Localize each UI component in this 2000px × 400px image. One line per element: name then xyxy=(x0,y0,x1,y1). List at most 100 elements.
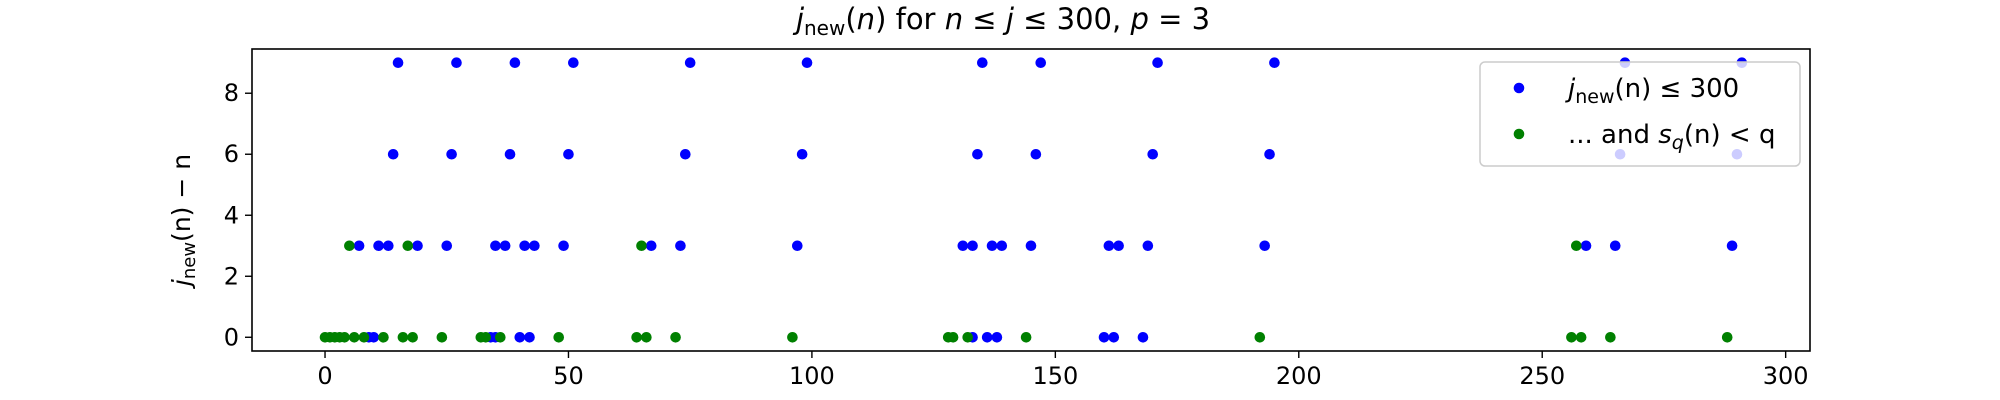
data-point-jnew xyxy=(499,240,511,252)
data-point-jnew xyxy=(680,148,691,160)
data-point-jnew xyxy=(353,240,365,252)
x-tick-label: 100 xyxy=(789,362,835,390)
data-point-jnew xyxy=(1108,331,1120,343)
y-tick-label: 8 xyxy=(224,79,239,107)
data-point-sq xyxy=(1566,331,1577,343)
data-point-jnew xyxy=(412,240,423,252)
data-point-jnew xyxy=(514,331,526,343)
data-point-jnew xyxy=(792,240,803,252)
data-point-sq xyxy=(1571,240,1582,252)
data-point-sq xyxy=(1605,331,1616,343)
data-point-sq xyxy=(631,331,642,343)
data-point-jnew xyxy=(1269,57,1280,69)
data-point-jnew xyxy=(451,57,462,69)
axis-ticks: 0 50 100 150 200 250 300 0 2 4 6 8 xyxy=(224,79,1809,390)
data-point-jnew xyxy=(1580,240,1592,252)
y-tick-label: 4 xyxy=(224,201,239,229)
data-point-jnew xyxy=(519,240,530,252)
data-point-sq xyxy=(397,331,409,343)
data-point-jnew xyxy=(441,240,453,252)
y-axis-label: jnew(n) − n xyxy=(167,154,200,289)
data-point-jnew xyxy=(558,240,569,252)
x-tick-label: 300 xyxy=(1763,362,1809,390)
data-point-jnew xyxy=(684,57,696,69)
data-point-jnew xyxy=(524,331,535,343)
plot-frame xyxy=(251,48,1811,352)
chart-title: jnew(n) for n ≤ j ≤ 300, p = 3 xyxy=(792,2,1210,40)
data-point-jnew xyxy=(1264,148,1275,160)
data-point-jnew xyxy=(967,240,978,252)
data-point-jnew xyxy=(977,57,988,69)
data-point-jnew xyxy=(986,240,998,252)
data-point-jnew xyxy=(801,57,813,69)
data-point-jnew xyxy=(368,331,380,343)
data-point-sq xyxy=(480,331,492,343)
legend-box xyxy=(1479,61,1801,167)
data-point-jnew xyxy=(504,148,516,160)
data-point-sq xyxy=(1020,331,1032,343)
data-point-jnew xyxy=(446,148,457,160)
data-point-jnew xyxy=(490,240,501,252)
data-point-jnew xyxy=(1098,331,1110,343)
data-point-jnew xyxy=(981,331,993,343)
data-point-jnew xyxy=(1137,331,1149,343)
data-point-jnew xyxy=(373,240,384,252)
data-point-jnew xyxy=(1152,57,1163,69)
data-point-sq xyxy=(670,331,681,343)
data-point-sq xyxy=(407,331,418,343)
data-point-jnew xyxy=(1103,240,1115,252)
data-point-sq xyxy=(641,331,652,343)
data-point-jnew xyxy=(392,57,404,69)
data-point-jnew xyxy=(675,240,686,252)
legend-marker-blue xyxy=(1513,82,1525,94)
data-point-sq xyxy=(553,331,565,343)
data-point-sq xyxy=(344,240,355,252)
data-point-sq xyxy=(378,331,389,343)
data-point-jnew xyxy=(529,240,540,252)
data-point-jnew xyxy=(1147,148,1159,160)
data-point-jnew xyxy=(996,240,1008,252)
legend-label-jnew: jnew(n) ≤ 300 xyxy=(1565,74,1739,108)
data-point-jnew xyxy=(1726,240,1738,252)
x-tick-label: 150 xyxy=(1032,362,1078,390)
data-point-jnew xyxy=(1035,57,1047,69)
x-tick-label: 50 xyxy=(553,362,584,390)
data-point-sq xyxy=(1575,331,1587,343)
data-point-jnew xyxy=(957,240,969,252)
legend-marker-green xyxy=(1513,128,1525,140)
data-point-jnew xyxy=(563,148,574,160)
data-point-jnew xyxy=(1142,240,1154,252)
svg-text:jnew(n) − n: jnew(n) − n xyxy=(167,154,200,289)
data-point-sq xyxy=(947,331,959,343)
data-point-jnew xyxy=(383,240,394,252)
data-point-jnew xyxy=(972,148,983,160)
data-point-jnew xyxy=(645,240,657,252)
data-point-sq xyxy=(348,331,360,343)
data-point-jnew xyxy=(1609,240,1621,252)
data-point-jnew xyxy=(1113,240,1124,252)
data-point-jnew xyxy=(1025,240,1037,252)
x-tick-label: 250 xyxy=(1519,362,1565,390)
x-tick-label: 0 xyxy=(317,362,332,390)
data-point-sq xyxy=(436,331,448,343)
data-point-sq xyxy=(402,240,414,252)
data-point-sq xyxy=(1721,331,1733,343)
data-point-jnew xyxy=(387,148,399,160)
x-tick-label: 200 xyxy=(1276,362,1322,390)
data-point-jnew xyxy=(568,57,579,69)
data-point-jnew xyxy=(991,331,1003,343)
data-point-sq xyxy=(339,331,350,343)
data-point-sq xyxy=(962,331,974,343)
data-point-sq xyxy=(358,331,370,343)
y-tick-label: 6 xyxy=(224,140,239,168)
data-point-sq xyxy=(1254,331,1266,343)
legend: jnew(n) ≤ 300 ... and sq(n) < q xyxy=(1479,61,1801,167)
data-point-sq xyxy=(495,331,506,343)
legend-label-sq: ... and sq(n) < q xyxy=(1568,120,1775,154)
data-point-jnew xyxy=(796,148,808,160)
data-point-sq xyxy=(787,331,798,343)
y-tick-label: 2 xyxy=(224,262,239,290)
data-point-jnew xyxy=(509,57,521,69)
data-point-sq xyxy=(636,240,647,252)
